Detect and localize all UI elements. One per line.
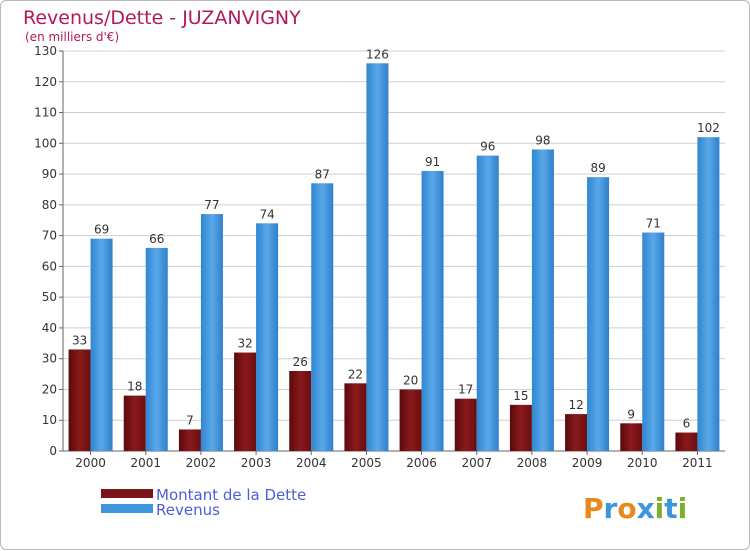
data-label: 87 [315,167,330,181]
y-axis-ticks: 0 10 20 30 40 50 60 70 80 90 100 110 120 130 [34,44,63,458]
x-tick-label: 2003 [241,456,272,470]
y-tick-label: 70 [42,229,57,243]
y-tick-label: 100 [34,136,57,150]
data-label: 91 [425,155,440,169]
bar-dette-2002 [178,429,201,451]
bar-dette-2008 [509,404,532,451]
x-axis-ticks: 2000 2001 2002 2003 2004 2005 2006 2007 2008 2009… [75,451,713,470]
bar-dette-2000 [68,349,91,451]
y-tick-label: 120 [34,75,57,89]
legend: Montant de la Dette Revenus [101,486,306,519]
data-label: 32 [237,337,252,351]
x-tick-label: 2002 [186,456,217,470]
x-tick-label: 2001 [130,456,161,470]
bar-revenus-2010 [642,232,665,451]
logo-letter: o [617,492,636,525]
logo-letter: i [678,492,688,525]
x-tick-label: 2011 [682,456,713,470]
logo-letter: r [604,492,618,525]
data-label: 6 [683,417,691,431]
y-tick-label: 0 [49,444,57,458]
y-tick-label: 110 [34,106,57,120]
data-label: 98 [535,133,550,147]
data-label: 69 [94,223,109,237]
legend-label-dette: Montant de la Dette [156,486,306,504]
data-label: 96 [480,140,495,154]
chart-subtitle: (en milliers d'€) [25,30,119,44]
y-tick-label: 80 [42,198,57,212]
logo-letter: t [664,492,677,525]
x-tick-label: 2005 [351,456,382,470]
data-label: 66 [149,232,164,246]
x-tick-label: 2006 [406,456,437,470]
legend-swatch-revenus [101,504,153,513]
bars [68,63,720,452]
bar-dette-2004 [289,371,312,451]
x-tick-label: 2010 [627,456,658,470]
y-tick-label: 30 [42,352,57,366]
bar-revenus-2003 [256,223,279,451]
data-label: 17 [458,383,473,397]
data-label: 102 [697,121,720,135]
data-label: 9 [627,407,635,421]
bar-dette-2001 [123,395,146,451]
bar-revenus-2000 [90,238,113,451]
y-tick-label: 10 [42,413,57,427]
data-label: 18 [127,380,142,394]
data-label: 22 [348,367,363,381]
x-tick-label: 2009 [572,456,603,470]
bar-revenus-2009 [587,177,610,451]
data-labels: 3369186677732742687221262091179615981289… [72,47,720,430]
bar-revenus-2004 [311,183,334,452]
bar-revenus-2005 [366,63,389,452]
data-label: 71 [646,217,661,231]
y-tick-label: 130 [34,44,57,58]
x-tick-label: 2008 [517,456,548,470]
bar-revenus-2001 [145,247,168,451]
legend-swatch-dette [101,489,153,498]
y-tick-label: 20 [42,382,57,396]
logo-letter: x [637,492,655,525]
bar-dette-2005 [344,383,367,451]
bar-dette-2010 [620,423,643,451]
data-label: 89 [590,161,605,175]
logo-letter: P [583,492,604,525]
bar-dette-2006 [399,389,422,451]
x-tick-label: 2000 [75,456,106,470]
bar-revenus-2011 [697,137,720,451]
bar-revenus-2007 [476,155,499,451]
bar-revenus-2002 [200,214,223,451]
x-tick-label: 2004 [296,456,327,470]
y-tick-label: 90 [42,167,57,181]
bar-dette-2007 [454,398,477,451]
data-label: 20 [403,373,418,387]
data-label: 33 [72,333,87,347]
x-tick-label: 2007 [461,456,492,470]
bar-revenus-2008 [531,149,554,451]
bar-dette-2009 [565,414,588,451]
bar-revenus-2006 [421,171,444,451]
chart-title: Revenus/Dette - JUZANVIGNY [23,7,301,29]
data-label: 26 [293,355,308,369]
bar-dette-2003 [234,352,257,451]
y-tick-label: 40 [42,321,57,335]
data-label: 7 [186,413,194,427]
y-tick-label: 50 [42,290,57,304]
bar-dette-2011 [675,432,698,451]
proxiti-logo: Proxiti [583,492,687,525]
y-tick-label: 60 [42,259,57,273]
legend-label-revenus: Revenus [156,501,220,519]
data-label: 12 [568,398,583,412]
data-label: 74 [259,207,274,221]
gridlines [63,50,725,421]
data-label: 77 [204,198,219,212]
data-label: 126 [366,47,389,61]
data-label: 15 [513,389,528,403]
logo-letter: i [655,492,665,525]
